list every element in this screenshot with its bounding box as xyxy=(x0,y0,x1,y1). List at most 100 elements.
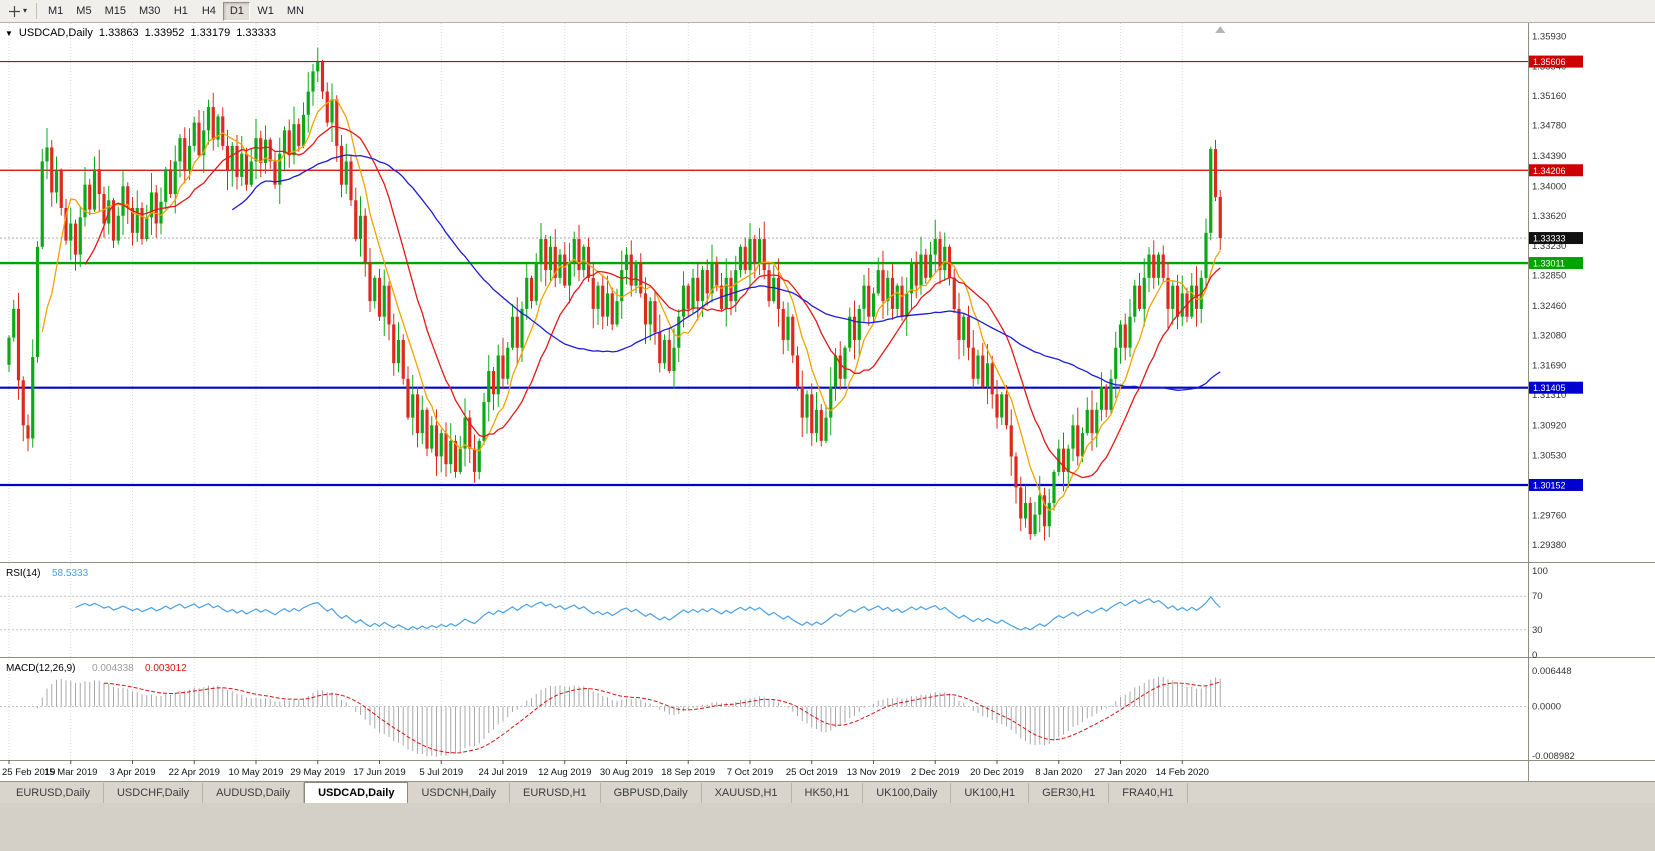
chart-tab-xauusd-h1[interactable]: XAUUSD,H1 xyxy=(702,783,792,803)
timeframe-button-mn[interactable]: MN xyxy=(286,5,304,17)
candle-body xyxy=(472,448,477,472)
candle-body xyxy=(444,433,448,465)
candle-body xyxy=(748,239,752,271)
candle-body xyxy=(681,285,686,317)
date-label: 2 Dec 2019 xyxy=(911,767,960,778)
candle-body xyxy=(1171,285,1175,309)
chart-tab-fra40-h1[interactable]: FRA40,H1 xyxy=(1109,783,1188,803)
chart-tab-uk100-h1[interactable]: UK100,H1 xyxy=(951,783,1030,803)
candle-body xyxy=(73,223,78,255)
timeframe-button-m1[interactable]: M1 xyxy=(48,5,64,17)
candle-body xyxy=(396,339,401,364)
candle-body xyxy=(363,215,367,263)
candle-body xyxy=(463,417,467,449)
date-label: 13 Nov 2019 xyxy=(847,767,901,778)
chart-tab-eurusd-daily[interactable]: EURUSD,Daily xyxy=(3,783,104,803)
chart-tab-gbpusd-daily[interactable]: GBPUSD,Daily xyxy=(601,783,702,803)
timeframe-button-h1[interactable]: H1 xyxy=(173,5,188,17)
timeframe-button-m15[interactable]: M15 xyxy=(104,5,126,17)
candle-body xyxy=(69,223,73,241)
candle-body xyxy=(292,124,296,156)
candle-body xyxy=(259,138,263,163)
candle-body xyxy=(149,192,154,218)
candle-body xyxy=(662,339,667,364)
candle-body xyxy=(539,239,543,263)
chart-tab-ger30-h1[interactable]: GER30,H1 xyxy=(1029,783,1110,803)
rsi-tick-label: 100 xyxy=(1532,566,1548,577)
candle-body xyxy=(64,207,68,241)
candle-body xyxy=(121,186,125,216)
candle-body xyxy=(1147,254,1151,278)
candle-body xyxy=(729,277,733,302)
candle-body xyxy=(881,270,885,302)
candle-body xyxy=(320,62,325,92)
candle-body xyxy=(1109,378,1113,410)
candle-body xyxy=(610,293,614,325)
chart-tab-uk100-daily[interactable]: UK100,Daily xyxy=(863,783,952,803)
chart-tab-usdcad-daily[interactable]: USDCAD,Daily xyxy=(304,782,409,803)
support-line-blue-lower-tag xyxy=(1529,478,1583,491)
candle-body xyxy=(1052,471,1056,503)
candle-body xyxy=(833,355,838,387)
timeframe-button-m30[interactable]: M30 xyxy=(138,5,161,17)
rsi-indicator-value: 58.5333 xyxy=(52,568,89,579)
candle-body xyxy=(653,301,657,333)
candle-body xyxy=(743,246,747,271)
macd-tick-label: 0.0000 xyxy=(1532,702,1561,713)
candle-body xyxy=(943,246,947,271)
candle-body xyxy=(667,339,671,372)
candle-body xyxy=(491,371,496,395)
timeframe-toolbar: ▾ M1 M5 M15 M30 H1 H4 D1 W1 MN xyxy=(0,0,1655,23)
candle-body xyxy=(710,262,714,294)
candle-body xyxy=(596,285,600,309)
macd-tick-label: -0.008982 xyxy=(1532,751,1575,762)
candle-body xyxy=(35,246,40,358)
candle-body xyxy=(938,239,942,271)
candle-body xyxy=(235,145,239,177)
candle-body xyxy=(221,116,225,146)
candle-body xyxy=(1042,495,1047,527)
timeframe-button-w1[interactable]: W1 xyxy=(257,5,274,17)
candle-body xyxy=(591,277,595,309)
candle-body xyxy=(183,138,187,171)
candle-body xyxy=(772,277,776,302)
candle-body xyxy=(1161,254,1165,278)
candle-body xyxy=(947,246,952,278)
chart-tab-hk50-h1[interactable]: HK50,H1 xyxy=(792,783,864,803)
candle-body xyxy=(12,308,16,338)
date-label: 15 Mar 2019 xyxy=(44,767,97,778)
candle-body xyxy=(349,161,353,201)
symbol-menu-icon[interactable]: ▼ xyxy=(5,28,13,38)
rsi-tick-label: 0 xyxy=(1532,650,1537,661)
candle-body xyxy=(159,201,163,224)
toolbar-separator xyxy=(36,3,38,19)
candle-body xyxy=(601,285,605,317)
candle-body xyxy=(639,262,643,294)
cursor-tool-button[interactable]: ▾ xyxy=(4,2,31,21)
chart-tab-usdchf-daily[interactable]: USDCHF,Daily xyxy=(104,783,204,803)
candle-body xyxy=(791,316,795,356)
chart-window: 1.359301.355401.351601.347801.343901.340… xyxy=(0,23,1655,781)
candle-body xyxy=(306,91,310,115)
chart-canvas[interactable]: 1.359301.355401.351601.347801.343901.340… xyxy=(0,23,1655,781)
timeframe-button-m5[interactable]: M5 xyxy=(76,5,92,17)
chart-tab-audusd-daily[interactable]: AUDUSD,Daily xyxy=(203,783,305,803)
chart-tab-usdcnh-daily[interactable]: USDCNH,Daily xyxy=(408,783,511,803)
candle-body xyxy=(852,316,857,340)
candle-body xyxy=(83,184,87,218)
candle-body xyxy=(1190,285,1194,317)
chart-header: ▼ USDCAD,Daily 1.33863 1.33952 1.33179 1… xyxy=(5,27,276,39)
timeframe-button-d1[interactable]: D1 xyxy=(223,1,251,21)
price-tick-label: 1.35930 xyxy=(1532,31,1566,42)
timeframe-button-h4[interactable]: H4 xyxy=(201,5,216,17)
candle-body xyxy=(111,200,116,241)
candle-body xyxy=(116,215,120,241)
candle-body xyxy=(567,262,572,286)
candle-body xyxy=(615,301,619,325)
price-tick-label: 1.32460 xyxy=(1532,301,1566,312)
candle-body xyxy=(1099,386,1104,410)
date-label: 24 Jul 2019 xyxy=(478,767,527,778)
candle-body xyxy=(1104,386,1108,410)
candle-body xyxy=(254,138,258,162)
chart-tab-eurusd-h1[interactable]: EURUSD,H1 xyxy=(510,783,601,803)
